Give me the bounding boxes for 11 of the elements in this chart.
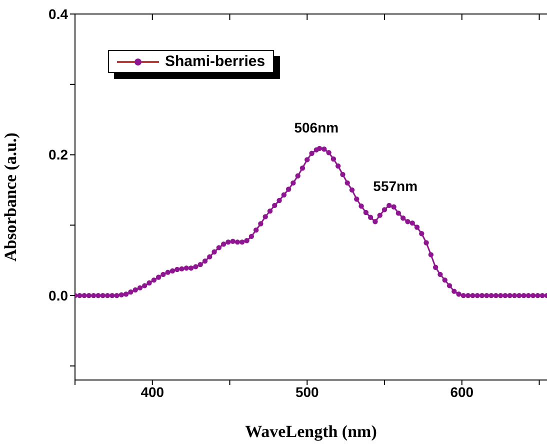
y-tick-label: 0.4 xyxy=(48,6,68,22)
x-axis-title: WaveLength (nm) xyxy=(245,422,377,441)
text: 0.0 xyxy=(48,288,68,304)
y-tick-label: 0.2 xyxy=(48,146,68,163)
annotation: 557nm xyxy=(373,178,418,194)
x-tick-label: 400 xyxy=(140,384,164,400)
y-axis-title: Absorbance (a.u.) xyxy=(1,132,20,262)
legend-label: Shami-berries xyxy=(165,53,266,70)
x-tick-label: 500 xyxy=(295,384,320,400)
annotation: 506nm xyxy=(294,119,339,136)
x-tick-label: 600 xyxy=(450,384,474,400)
